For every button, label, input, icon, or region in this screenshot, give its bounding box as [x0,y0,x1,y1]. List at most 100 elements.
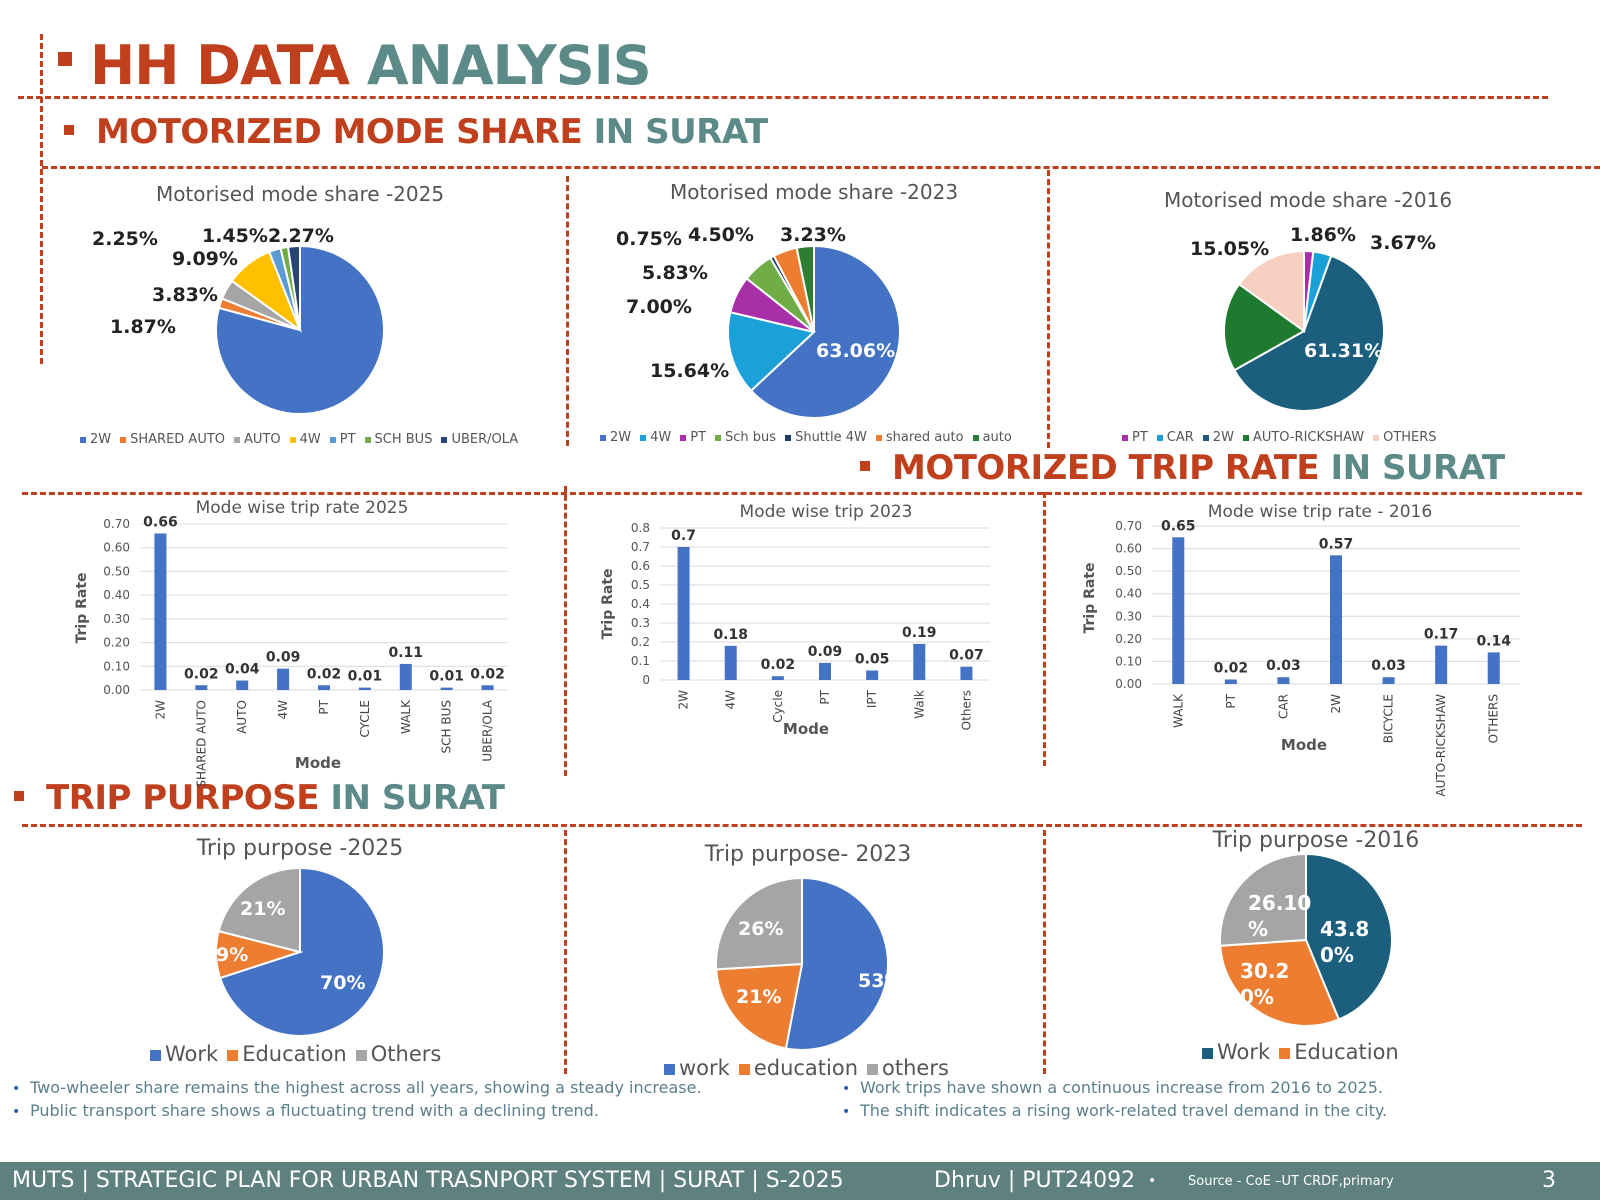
section-bullet [64,124,74,135]
pie-data-label: 0.75% [616,228,682,250]
chart-title: Trip purpose -2025 [196,836,404,861]
legend-item: Education [227,1042,347,1066]
legend-swatch [875,434,882,441]
x-tick-label: CYCLE [358,700,372,738]
y-tick-label: 0.40 [1115,587,1142,601]
legend-label: Work [165,1042,219,1066]
chart-legend: 2W SHARED AUTO AUTO 4W PT SCH BUS UBER/OLA [80,432,527,447]
legend-swatch [715,434,722,441]
legend-item: Work [1202,1040,1270,1064]
x-tick-label: BICYCLE [1382,694,1396,743]
note-right-2: • The shift indicates a rising work-relat… [842,1101,1387,1120]
legend-label: PT [1132,430,1148,445]
x-tick-label: SCH BUS [440,700,454,753]
legend-swatch [120,436,127,443]
pie-data-label: 21% [240,898,286,920]
y-tick-label: 0.70 [103,517,130,531]
note-text: The shift indicates a rising work-relate… [860,1101,1388,1120]
x-tick-label: PT [818,689,832,704]
bar [771,676,784,680]
pie-data-label: 26% [738,918,784,940]
legend-label: SHARED AUTO [130,432,226,447]
x-axis-label: Mode [295,754,341,772]
legend-item: OTHERS [1373,430,1437,445]
bar-value-label: 0.66 [143,514,178,530]
legend-label: Shuttle 4W [795,430,867,445]
section-heading-mode-share: MOTORIZED MODE SHARE IN SURAT [64,112,768,152]
pie-data-label: 3.23% [780,224,846,246]
legend-item: Education [1279,1040,1399,1064]
note-left-1: • Two-wheeler share remains the highest a… [12,1078,702,1097]
footer-dot: • [1148,1173,1157,1189]
legend-swatch [234,436,241,443]
chart-legend: Work Education [1202,1040,1408,1064]
legend-item: Sch bus [715,430,776,445]
legend-label: Others [370,1042,442,1066]
footer-page-number: 3 [1542,1168,1556,1193]
note-bullet: • [842,1081,851,1097]
legend-swatch [289,436,296,443]
bar-value-label: 0.17 [1424,627,1459,643]
bar-value-label: 0.03 [1266,658,1301,674]
section-bullet [860,460,870,471]
bar-value-label: 0.07 [949,648,984,664]
frame-divider-2a [564,486,567,776]
legend-swatch [364,436,371,443]
frame-line-left [40,34,43,364]
y-axis-label: Trip Rate [1082,562,1098,633]
section-red-text: MOTORIZED TRIP RATE [892,448,1320,488]
note-bullet: • [12,1081,21,1097]
legend-swatch [150,1049,161,1061]
y-tick-label: 0.4 [631,597,650,611]
note-left-2: • Public transport share shows a fluctuat… [12,1101,599,1120]
legend-label: 2W [90,432,112,447]
y-tick-label: 0.8 [631,521,650,535]
legend-item: SCH BUS [364,432,432,447]
section-teal-text: IN SURAT [593,112,769,152]
legend-item: 4W [640,430,671,445]
legend-item: AUTO [234,432,281,447]
bar [819,662,831,680]
frame-line-section1 [42,166,1600,169]
legend-label: OTHERS [1383,430,1437,445]
bar [1435,645,1448,684]
legend-swatch [738,1063,750,1075]
chart-legend: PT CAR 2W AUTO-RICKSHAW OTHERS [1122,430,1446,445]
frame-line-section3 [22,824,1582,827]
x-tick-label: CAR [1276,694,1290,719]
pie-data-label: 53% [858,970,904,992]
legend-swatch [785,434,792,441]
y-tick-label: 0 [642,673,650,687]
chart-legend: Work Education Others [150,1042,450,1066]
bar-value-label: 0.14 [1476,633,1511,649]
chart-legend: work education others [664,1056,958,1080]
legend-swatch [1373,434,1380,441]
x-tick-label: 2W [677,690,691,710]
chart-title: Trip purpose -2016 [1212,828,1420,853]
legend-item: SHARED AUTO [120,432,225,447]
bar [318,685,330,690]
y-tick-label: 0.20 [1115,632,1142,646]
y-tick-label: 0.60 [1115,542,1142,556]
title-bullet [58,52,72,67]
section-red-text: TRIP PURPOSE [46,778,320,818]
pie-data-label: 5.83% [642,262,708,284]
legend-item: AUTO-RICKSHAW [1242,430,1364,445]
legend-label: others [882,1056,949,1080]
legend-swatch [329,436,336,443]
legend-swatch [600,434,606,441]
legend-item: Work [150,1042,218,1066]
pie-data-label: 63.06% [816,340,896,362]
legend-swatch [1156,434,1163,441]
pie-data-label: 1.87% [110,316,176,338]
y-tick-label: 0.50 [1115,564,1142,578]
legend-item: PT [680,430,706,445]
legend-item: CAR [1156,430,1194,445]
page-title: HH DATA ANALYSIS [58,34,652,97]
chart-title: Motorised mode share -2025 [155,182,445,206]
y-tick-label: 0.50 [103,564,130,578]
bar-value-label: 0.19 [902,625,937,641]
y-tick-label: 0.30 [103,612,130,626]
legend-item: Shuttle 4W [785,430,867,445]
legend-label: Education [1294,1040,1399,1064]
